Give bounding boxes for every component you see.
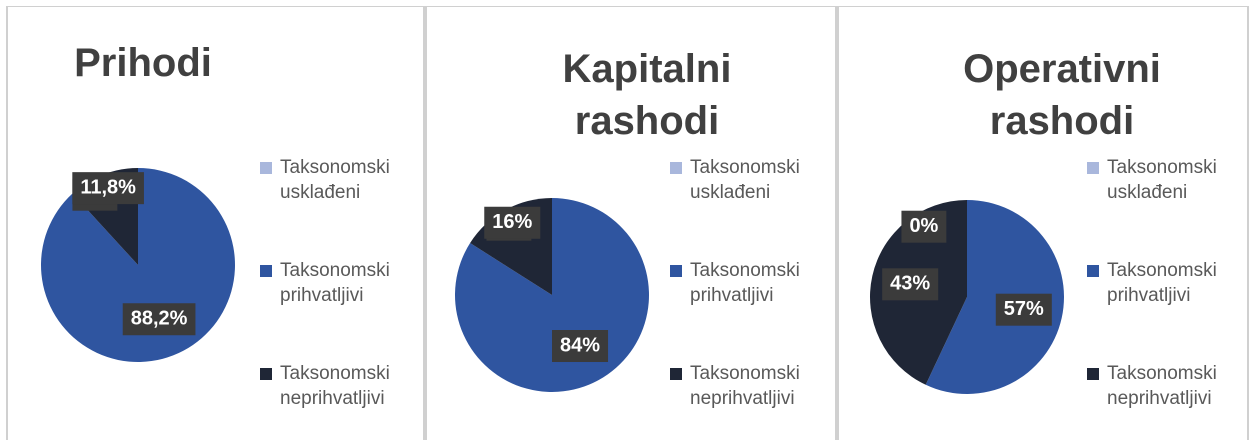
legend-label: Taksonomski prihvatljivi: [690, 260, 800, 306]
chart-title: Prihodi: [74, 41, 212, 85]
legend-item: Taksonomski usklađeni: [670, 155, 830, 205]
chart-panel: 0% 57% 43% Taksonomski usklađeni Taksonomski…: [837, 6, 1249, 440]
legend-swatch: [670, 162, 682, 174]
legend-item: Taksonomski neprihvatljivi: [1087, 361, 1247, 411]
legend-item: Taksonomski prihvatljivi: [670, 258, 830, 308]
data-label: 88,2%: [131, 308, 188, 330]
chart-title: Kapitalni rashodi: [562, 47, 732, 143]
legend-swatch: [260, 368, 272, 380]
data-label: 11,8%: [80, 176, 136, 198]
chart-title: Operativni rashodi: [963, 47, 1161, 143]
pie-slice: [925, 200, 1064, 394]
data-label-box: [882, 268, 939, 301]
data-label-box: [552, 330, 609, 363]
legend-swatch: [1087, 265, 1099, 277]
legend-swatch: [670, 368, 682, 380]
data-label-box: [484, 206, 541, 239]
legend-label: Taksonomski prihvatljivi: [280, 260, 390, 306]
legend-item: Taksonomski neprihvatljivi: [670, 361, 830, 411]
legend-item: Taksonomski prihvatljivi: [260, 258, 420, 308]
chart-panel: 0%84%16%Taksonomski usklađeniTaksonomski…: [425, 6, 837, 440]
legend-label: Taksonomski usklađeni: [690, 157, 800, 203]
legend-item: Taksonomski usklađeni: [260, 155, 420, 205]
legend-label: Taksonomski neprihvatljivi: [690, 363, 800, 409]
legend-swatch: [1087, 368, 1099, 380]
data-label-box: [72, 172, 144, 205]
legend-item: Taksonomski usklađeni: [1087, 155, 1247, 205]
legend-label: Taksonomski neprihvatljivi: [280, 363, 390, 409]
data-label: 57%: [1004, 298, 1044, 320]
legend-label: Taksonomski neprihvatljivi: [1107, 363, 1217, 409]
legend-item: Taksonomski neprihvatljivi: [260, 361, 420, 411]
data-label: 84%: [560, 334, 600, 356]
pie-chart: 0%88,2%11,8%: [40, 168, 235, 362]
data-label-box: [122, 303, 196, 336]
data-label: 16%: [492, 211, 532, 233]
chart-panel: 0%88,2%11,8%Taksonomski usklađeniTaksono…: [6, 6, 425, 440]
legend-swatch: [260, 265, 272, 277]
legend-label: Taksonomski usklađeni: [280, 157, 390, 203]
data-label-box: [901, 210, 947, 243]
pie-chart: 0%84%16%: [454, 197, 649, 392]
legend-label: Taksonomski usklađeni: [1107, 157, 1217, 203]
pie-chart: 0% 57% 43%: [870, 200, 1064, 394]
legend-label: Taksonomski prihvatljivi: [1107, 260, 1217, 306]
legend-swatch: [1087, 162, 1099, 174]
data-label-box: [995, 293, 1052, 326]
data-label: 43%: [890, 273, 930, 295]
data-label: 0%: [909, 215, 938, 237]
legend-item: Taksonomski prihvatljivi: [1087, 258, 1247, 308]
legend-swatch: [670, 265, 682, 277]
legend-swatch: [260, 162, 272, 174]
